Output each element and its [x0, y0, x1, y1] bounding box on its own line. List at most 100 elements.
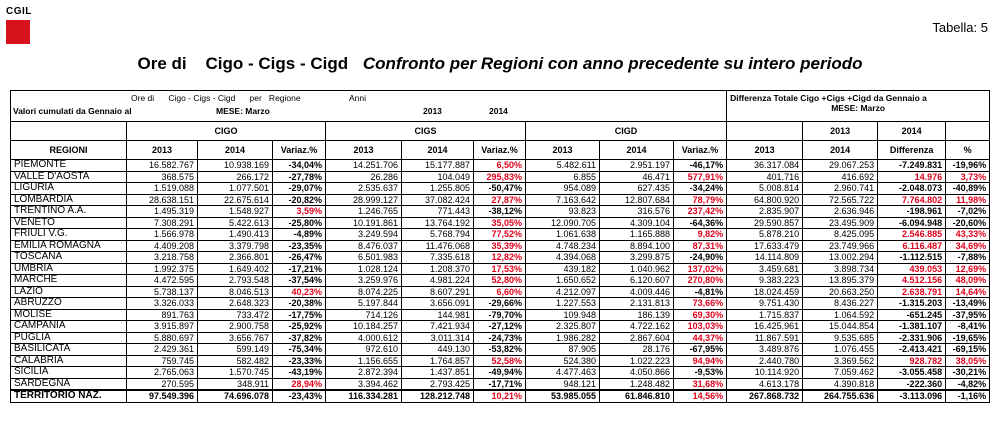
variation-cell: -7,88% — [945, 251, 991, 264]
value-cell: 13.002.294 — [802, 251, 879, 264]
value-cell: 1.061.638 — [525, 228, 600, 241]
variation-cell: -53,82% — [473, 343, 526, 356]
value-cell: 449.130 — [401, 343, 474, 356]
variation-cell: -24,73% — [473, 331, 526, 344]
variation-cell: 14,64% — [945, 285, 991, 298]
value-cell: 3.656.091 — [401, 297, 474, 310]
group-cigo: CIGO — [126, 121, 326, 141]
table-row: EMILIA ROMAGNA 4.409.208 3.379.798 -23,35% 8… — [10, 239, 991, 252]
col-cigd-2014: 2014 — [599, 140, 674, 160]
variation-cell: -20,38% — [272, 297, 326, 310]
value-cell: 2.636.946 — [802, 205, 879, 218]
value-cell: 1.077.501 — [197, 182, 273, 195]
variation-cell: -20,82% — [272, 193, 326, 206]
value-cell: 116.334.281 — [325, 389, 402, 403]
variation-cell: 577,91% — [672, 170, 728, 183]
variation-cell: 52,80% — [473, 274, 526, 287]
variation-cell: 40,23% — [272, 285, 326, 298]
variation-cell: 28,94% — [272, 377, 326, 391]
value-cell: 3.915.897 — [126, 320, 198, 333]
value-cell: 128.212.748 — [401, 389, 474, 403]
header-line1: Ore di Cigo - Cigs - Cigd per Regione — [131, 93, 301, 103]
variation-cell: 3,59% — [272, 205, 326, 218]
value-cell: 6.855 — [525, 170, 600, 183]
value-cell: 4.309.104 — [599, 216, 674, 229]
variation-cell: -69,15% — [945, 343, 991, 356]
variation-cell: -4,82% — [945, 377, 991, 391]
value-cell: 13.895.379 — [802, 274, 879, 287]
value-cell: 972.610 — [325, 343, 402, 356]
variation-cell: -26,47% — [272, 251, 326, 264]
value-cell: 144.981 — [401, 308, 474, 321]
value-cell: 368.575 — [126, 170, 198, 183]
value-cell: 2.535.637 — [325, 182, 402, 195]
variation-cell: 137,02% — [672, 262, 728, 275]
value-cell: 1.649.402 — [197, 262, 273, 275]
variation-cell: 4.512.156 — [877, 274, 947, 287]
value-cell: 7.059.462 — [802, 366, 879, 379]
value-cell: 72.565.722 — [802, 193, 879, 206]
region-name: SARDEGNA — [10, 377, 127, 391]
value-cell: 23.495.909 — [802, 216, 879, 229]
value-cell: 4.390.818 — [802, 377, 879, 391]
table-row: MOLISE 891.763 733.472 -17,75% 714.126 144.98… — [10, 308, 991, 321]
value-cell: 8.074.225 — [325, 285, 402, 298]
variation-cell: -75,34% — [272, 343, 326, 356]
header-line2a: Valori cumulati da Gennaio al — [13, 106, 132, 116]
value-cell: 8.046.513 — [197, 285, 273, 298]
table-row: SICILIA 2.765.063 1.570.745 -43,19% 2.872.39… — [10, 366, 991, 379]
diff-mese: MESE: Marzo — [831, 103, 886, 113]
header-year-2013: 2013 — [423, 106, 442, 116]
value-cell: 714.126 — [325, 308, 402, 321]
variation-cell: 103,03% — [672, 320, 728, 333]
region-name: BASILICATA — [10, 343, 127, 356]
variation-cell: -27,12% — [473, 320, 526, 333]
value-cell: 1.227.553 — [525, 297, 600, 310]
value-cell: 46.471 — [599, 170, 674, 183]
value-cell: 2.793.425 — [401, 377, 474, 391]
variation-cell: -2.048.073 — [877, 182, 947, 195]
variation-cell: 14,56% — [672, 389, 728, 403]
variation-cell: 7.764.802 — [877, 193, 947, 206]
variation-cell: 270,80% — [672, 274, 728, 287]
variation-cell: -198.961 — [877, 205, 947, 218]
value-cell: 4.000.612 — [325, 331, 402, 344]
group-cigs: CIGS — [325, 121, 526, 141]
value-cell: 5.768.794 — [401, 228, 474, 241]
variation-cell: -46,17% — [672, 159, 728, 172]
value-cell: 2.131.813 — [599, 297, 674, 310]
value-cell: 10.938.169 — [197, 159, 273, 172]
value-cell: 1.248.482 — [599, 377, 674, 391]
value-cell: 4.981.224 — [401, 274, 474, 287]
variation-cell: 10,21% — [473, 389, 526, 403]
value-cell: 1.165.888 — [599, 228, 674, 241]
value-cell: 3.656.767 — [197, 331, 273, 344]
value-cell: 29.590.857 — [726, 216, 804, 229]
region-name: PUGLIA — [10, 331, 127, 344]
value-cell: 1.246.765 — [325, 205, 402, 218]
variation-cell: -1.315.203 — [877, 297, 947, 310]
variation-cell: -7.249.831 — [877, 159, 947, 172]
value-cell: 5.482.611 — [525, 159, 600, 172]
col-cigd-2013: 2013 — [525, 140, 600, 160]
value-cell: 3.394.462 — [325, 377, 402, 391]
value-cell: 4.409.208 — [126, 239, 198, 252]
region-name: VALLE D'AOSTA — [10, 170, 127, 183]
value-cell: 5.880.697 — [126, 331, 198, 344]
value-cell: 7.308.291 — [126, 216, 198, 229]
value-cell: 2.648.323 — [197, 297, 273, 310]
value-cell: 948.121 — [525, 377, 600, 391]
value-cell: 599.149 — [197, 343, 273, 356]
value-cell: 4.613.178 — [726, 377, 804, 391]
value-cell: 1.650.652 — [525, 274, 600, 287]
value-cell: 23.749.966 — [802, 239, 879, 252]
variation-cell: -20,60% — [945, 216, 991, 229]
value-cell: 29.067.253 — [802, 159, 879, 172]
table-row: PIEMONTE 16.582.767 10.938.169 -34,04% 14.25… — [10, 159, 991, 172]
diff-year-2013: 2013 — [802, 121, 879, 141]
value-cell: 1.208.370 — [401, 262, 474, 275]
value-cell: 15.044.854 — [802, 320, 879, 333]
value-cell: 2.835.907 — [726, 205, 804, 218]
value-cell: 28.638.151 — [126, 193, 198, 206]
variation-cell: -29,07% — [272, 182, 326, 195]
